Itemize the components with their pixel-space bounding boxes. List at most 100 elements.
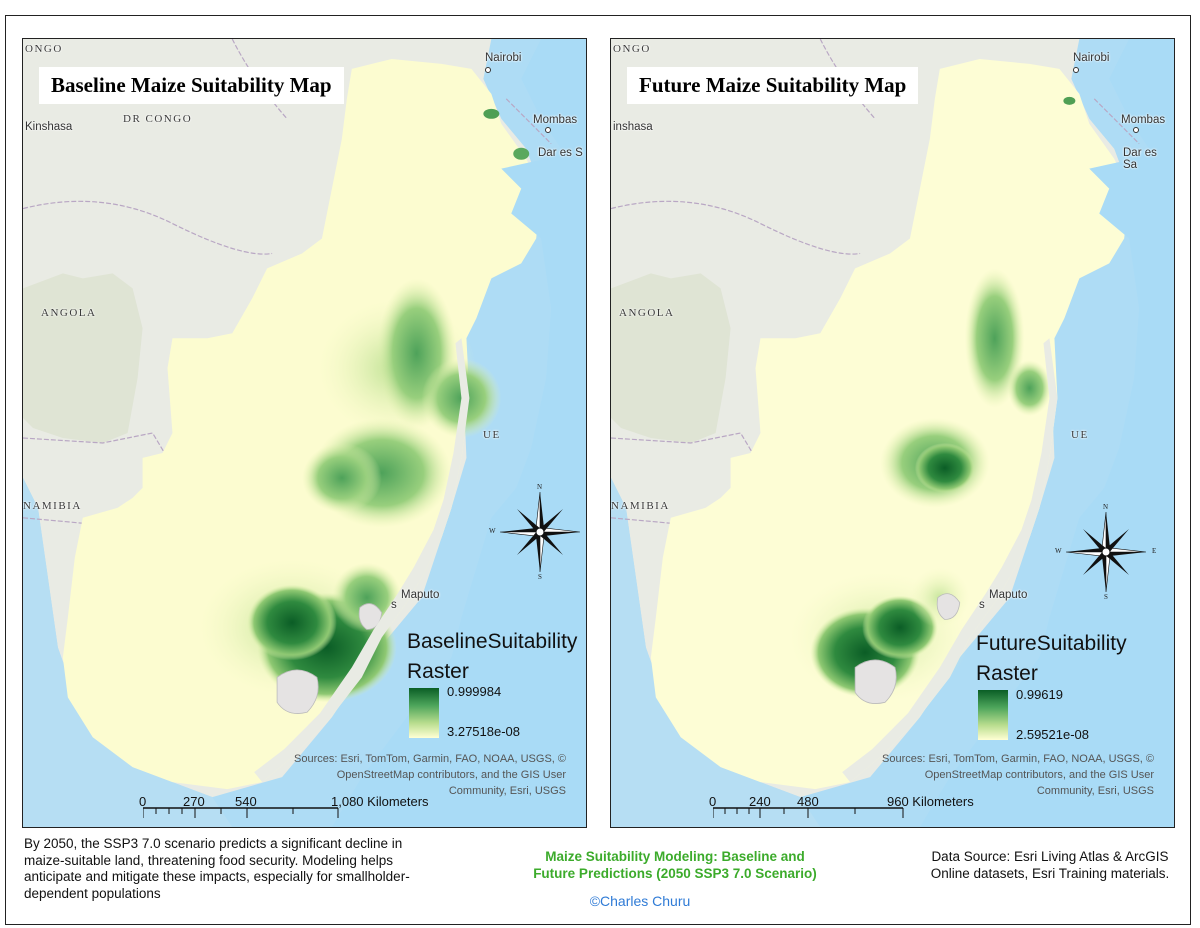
compass-north-label: N [1103, 503, 1109, 511]
city-marker [1073, 67, 1079, 73]
scale-bar-ruler [713, 807, 904, 818]
compass-north-label: N [537, 483, 543, 491]
legend-color-ramp [978, 690, 1008, 740]
label-kinshasa: inshasa [613, 121, 653, 133]
suitability-hotspot [914, 442, 975, 493]
border-line [505, 98, 552, 145]
city-marker [1133, 127, 1139, 133]
suitability-zone [302, 442, 382, 513]
label-mombasa: Mombas [1121, 114, 1166, 126]
indian-ocean [919, 39, 1174, 827]
scale-label: 1,080 Kilometers [331, 794, 429, 809]
layout-title: Maize Suitability Modeling: Baseline and… [490, 848, 860, 882]
label-kinshasa: Kinshasa [25, 121, 73, 133]
label-congo: ONGO [25, 43, 63, 55]
coast-strip [842, 338, 1058, 783]
compass-south-label: S [538, 573, 542, 581]
north-arrow-compass: N S E W [489, 483, 587, 581]
lesotho-mask [276, 669, 319, 714]
scale-label: 270 [183, 794, 205, 809]
scale-label: 540 [235, 794, 257, 809]
north-arrow-compass: N S E W [1055, 503, 1156, 601]
border-line [611, 432, 756, 459]
border-line [23, 200, 273, 255]
compass-east-label: E [1152, 547, 1157, 555]
suitability-spot [483, 108, 500, 119]
border-line [1093, 98, 1140, 145]
author-credit: ©Charles Churu [589, 893, 691, 909]
border-line [23, 432, 168, 459]
forest-shading [611, 273, 731, 443]
legend-max-value: 0.999984 [447, 684, 502, 699]
label-congo: ONGO [613, 43, 651, 55]
future-map-panel[interactable]: Future Maize Suitability Map Nairobi Mom… [610, 38, 1175, 828]
map-title: Baseline Maize Suitability Map [39, 67, 344, 104]
suitability-raster-extent [62, 58, 542, 790]
suitability-spot [1063, 96, 1076, 105]
label-mombasa: Mombas [533, 114, 578, 126]
footer-description: By 2050, the SSP3 7.0 scenario predicts … [24, 836, 410, 901]
south-atlantic [23, 477, 233, 827]
suitability-hotspot [247, 584, 337, 661]
label-maputo: Maputo [989, 589, 1028, 601]
layout-title-line1: Maize Suitability Modeling: Baseline and [545, 849, 805, 864]
indian-ocean [331, 39, 586, 827]
south-atlantic [611, 477, 821, 827]
label-eswatini: s [979, 599, 985, 611]
label-nairobi: Nairobi [485, 52, 522, 64]
legend-title: BaselineSuitability Raster [407, 627, 577, 687]
label-dr-congo: DR CONGO [123, 113, 193, 125]
suitability-raster-extent [650, 58, 1130, 790]
legend-min-value: 2.59521e-08 [1016, 727, 1090, 742]
legend-title-line2: Raster [407, 660, 469, 683]
legend-min-value: 3.27518e-08 [447, 724, 521, 739]
label-mozambique: UE [1071, 429, 1089, 441]
map-title: Future Maize Suitability Map [627, 67, 919, 104]
label-angola: ANGOLA [619, 307, 675, 319]
compass-west-label: W [1055, 547, 1062, 555]
label-nairobi: Nairobi [1073, 52, 1110, 64]
suitability-zone [964, 268, 1025, 409]
legend-title-line1: FutureSuitability [976, 632, 1127, 655]
label-namibia: NAMIBIA [23, 500, 82, 512]
compass-east-label: E [586, 527, 587, 535]
scale-label: 960 Kilometers [887, 794, 974, 809]
forest-shading [23, 273, 143, 443]
scale-label: 240 [749, 794, 771, 809]
scale-bar-ruler [143, 807, 339, 818]
suitability-spot [513, 147, 530, 160]
compass-rose-icon [499, 491, 581, 573]
scale-label: 480 [797, 794, 819, 809]
layout-frame [5, 15, 1191, 925]
legend-max-value: 0.99619 [1016, 687, 1063, 702]
data-source-note: Data Source: Esri Living Atlas & ArcGIS … [930, 849, 1170, 881]
map-sources-attribution: Sources: Esri, TomTom, Garmin, FAO, NOAA… [294, 753, 566, 797]
map-sources-attribution: Sources: Esri, TomTom, Garmin, FAO, NOAA… [882, 753, 1154, 797]
baseline-map-panel[interactable]: Baseline Maize Suitability Map Nairobi M… [22, 38, 587, 828]
coast-strip [254, 338, 470, 783]
compass-south-label: S [1104, 593, 1108, 601]
label-mozambique: UE [483, 429, 501, 441]
legend-title-line1: BaselineSuitability [407, 630, 578, 653]
city-marker [485, 67, 491, 73]
city-marker [545, 127, 551, 133]
layout-title-line2: Future Predictions (2050 SSP3 7.0 Scenar… [533, 866, 817, 881]
future-map-canvas [611, 39, 1174, 827]
border-line [611, 200, 861, 255]
compass-rose-icon [1065, 511, 1147, 593]
legend-title: FutureSuitability Raster [976, 629, 1127, 689]
label-dar-es-salaam: Dar es S [538, 147, 583, 159]
suitability-zone [1007, 360, 1052, 417]
baseline-map-canvas [23, 39, 586, 827]
legend-color-ramp [409, 688, 439, 738]
label-maputo: Maputo [401, 589, 440, 601]
eswatini-mask [936, 593, 961, 620]
scale-label: 0 [709, 794, 717, 809]
label-dar-es-salaam: Dar es Sa [1123, 147, 1157, 171]
label-namibia: NAMIBIA [611, 500, 670, 512]
compass-west-label: W [489, 527, 496, 535]
label-eswatini: s [391, 599, 397, 611]
legend-title-line2: Raster [976, 662, 1038, 685]
label-angola: ANGOLA [41, 307, 97, 319]
lesotho-mask [854, 659, 897, 704]
